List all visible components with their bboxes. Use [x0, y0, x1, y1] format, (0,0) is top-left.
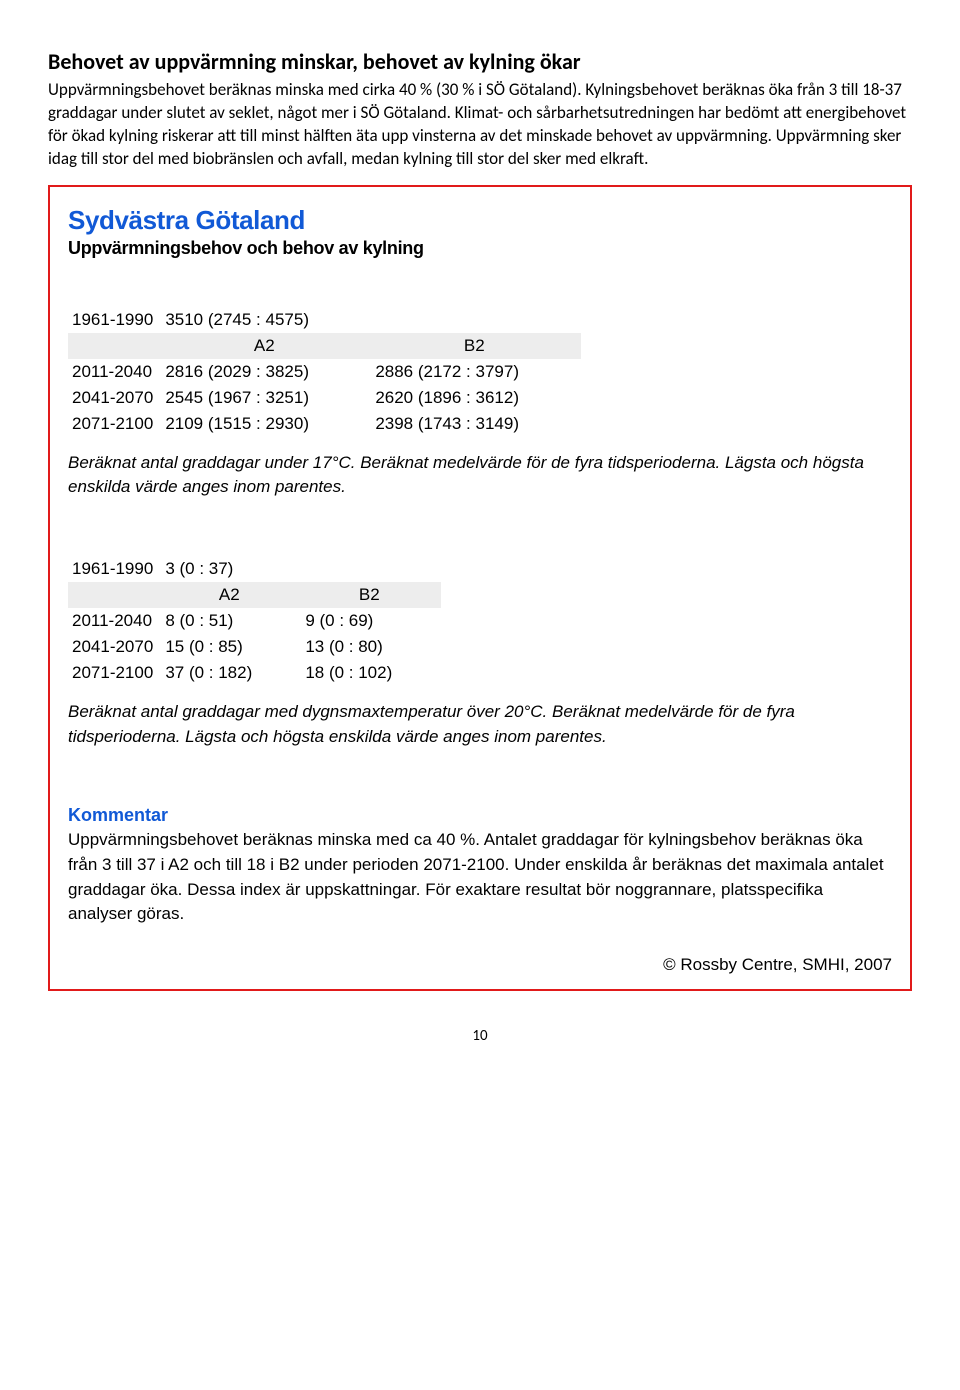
cell-a2: 2109 (1515 : 2930) — [161, 411, 371, 437]
intro-paragraph: Uppvärmningsbehovet beräknas minska med … — [48, 79, 912, 171]
kommentar-title: Kommentar — [68, 805, 892, 826]
table-row: 1961-1990 3510 (2745 : 4575) — [68, 307, 581, 333]
table-header-row: A2 B2 — [68, 333, 581, 359]
cell-b2: 2398 (1743 : 3149) — [371, 411, 581, 437]
cell-value: 3510 (2745 : 4575) — [161, 307, 581, 333]
cooling-table: 1961-1990 3 (0 : 37) A2 B2 2011-2040 8 (… — [68, 556, 441, 686]
cell-a2: 2545 (1967 : 3251) — [161, 385, 371, 411]
table-row: 2011-2040 8 (0 : 51) 9 (0 : 69) — [68, 608, 441, 634]
page-heading: Behovet av uppvärmning minskar, behovet … — [48, 48, 912, 75]
cell-b2: 13 (0 : 80) — [301, 634, 441, 660]
cell-period: 2041-2070 — [68, 634, 161, 660]
cell-period: 2041-2070 — [68, 385, 161, 411]
kommentar-body: Uppvärmningsbehovet beräknas minska med … — [68, 828, 892, 927]
cell-header-a2: A2 — [161, 582, 301, 608]
cell-period: 2011-2040 — [68, 359, 161, 385]
table-row: 2041-2070 2545 (1967 : 3251) 2620 (1896 … — [68, 385, 581, 411]
panel-subtitle: Uppvärmningsbehov och behov av kylning — [68, 238, 892, 259]
heating-table: 1961-1990 3510 (2745 : 4575) A2 B2 2011-… — [68, 307, 581, 437]
copyright-text: © Rossby Centre, SMHI, 2007 — [68, 955, 892, 975]
cell-a2: 15 (0 : 85) — [161, 634, 301, 660]
panel-title: Sydvästra Götaland — [68, 205, 892, 236]
cell-header-b2: B2 — [301, 582, 441, 608]
cell-header-a2: A2 — [161, 333, 371, 359]
table1-caption: Beräknat antal graddagar under 17°C. Ber… — [68, 451, 892, 500]
cell-period: 2071-2100 — [68, 411, 161, 437]
cell-a2: 37 (0 : 182) — [161, 660, 301, 686]
cell-b2: 2886 (2172 : 3797) — [371, 359, 581, 385]
cell-value: 3 (0 : 37) — [161, 556, 441, 582]
table-row: 2011-2040 2816 (2029 : 3825) 2886 (2172 … — [68, 359, 581, 385]
cell-b2: 18 (0 : 102) — [301, 660, 441, 686]
table2-caption: Beräknat antal graddagar med dygnsmaxtem… — [68, 700, 892, 749]
table-row: 2041-2070 15 (0 : 85) 13 (0 : 80) — [68, 634, 441, 660]
page-number: 10 — [48, 1027, 912, 1045]
data-panel: Sydvästra Götaland Uppvärmningsbehov och… — [48, 185, 912, 991]
cell-a2: 2816 (2029 : 3825) — [161, 359, 371, 385]
cell-period: 2071-2100 — [68, 660, 161, 686]
cell-a2: 8 (0 : 51) — [161, 608, 301, 634]
cell-period: 2011-2040 — [68, 608, 161, 634]
cell-period: 1961-1990 — [68, 556, 161, 582]
table-header-row: A2 B2 — [68, 582, 441, 608]
table-row: 1961-1990 3 (0 : 37) — [68, 556, 441, 582]
cell-b2: 2620 (1896 : 3612) — [371, 385, 581, 411]
cell-blank — [68, 582, 161, 608]
cell-b2: 9 (0 : 69) — [301, 608, 441, 634]
cell-blank — [68, 333, 161, 359]
cell-period: 1961-1990 — [68, 307, 161, 333]
table-row: 2071-2100 37 (0 : 182) 18 (0 : 102) — [68, 660, 441, 686]
table-row: 2071-2100 2109 (1515 : 2930) 2398 (1743 … — [68, 411, 581, 437]
cell-header-b2: B2 — [371, 333, 581, 359]
